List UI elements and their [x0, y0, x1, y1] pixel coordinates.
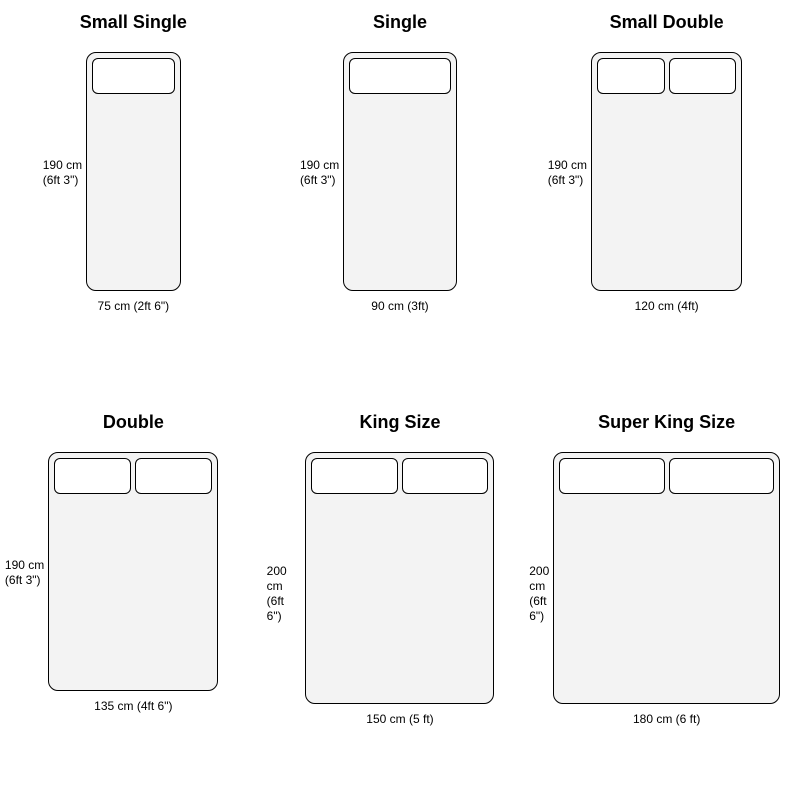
bed-title: King Size: [267, 412, 534, 433]
bed-title: Double: [0, 412, 267, 433]
pillow: [54, 458, 131, 494]
length-label: 200 cm(6ft 6"): [529, 564, 549, 624]
bed-cell-king-size: King Size 200 cm(6ft 6") 150 cm (5 ft): [267, 400, 534, 800]
length-label-ft: (6ft 3"): [43, 173, 82, 188]
length-label: 190 cm(6ft 3"): [43, 158, 82, 188]
pillow: [92, 58, 175, 94]
pillow: [559, 458, 664, 494]
length-label: 190 cm(6ft 3"): [300, 158, 339, 188]
pillow: [402, 458, 489, 494]
bed-cell-small-double: Small Double 190 cm(6ft 3") 120 cm (4ft): [533, 0, 800, 400]
bed-cell-double: Double 190 cm(6ft 3") 135 cm (4ft 6"): [0, 400, 267, 800]
length-label-ft: (6ft 6"): [529, 594, 549, 624]
width-label: 90 cm (3ft): [343, 299, 456, 313]
bed-title: Small Single: [0, 12, 267, 33]
width-label: 150 cm (5 ft): [305, 712, 494, 726]
bed-title: Single: [267, 12, 534, 33]
pillow: [311, 458, 398, 494]
width-label: 135 cm (4ft 6"): [48, 699, 218, 713]
width-label: 120 cm (4ft): [591, 299, 742, 313]
bed-cell-super-king-size: Super King Size200 cm(6ft 6")180 cm (6 f…: [533, 400, 800, 800]
length-label-cm: 190 cm: [300, 158, 339, 173]
length-label: 190 cm(6ft 3"): [548, 158, 587, 188]
length-label-ft: (6ft 6"): [267, 594, 302, 624]
bed-cell-single: Single 190 cm(6ft 3") 90 cm (3ft): [267, 0, 534, 400]
width-label: 75 cm (2ft 6"): [86, 299, 181, 313]
bed-title: Super King Size: [533, 412, 800, 433]
pillow: [669, 58, 737, 94]
length-label-cm: 200 cm: [529, 564, 549, 594]
pillow: [669, 458, 774, 494]
pillow: [597, 58, 665, 94]
length-label-cm: 190 cm: [43, 158, 82, 173]
pillow: [135, 458, 212, 494]
length-label-cm: 190 cm: [548, 158, 587, 173]
width-label: 180 cm (6 ft): [553, 712, 780, 726]
bed-size-grid: Small Single190 cm(6ft 3")75 cm (2ft 6")…: [0, 0, 800, 800]
length-label-ft: (6ft 3"): [300, 173, 339, 188]
length-label-cm: 190 cm: [5, 558, 44, 573]
length-label-ft: (6ft 3"): [5, 573, 44, 588]
pillow: [349, 58, 450, 94]
length-label-cm: 200 cm: [267, 564, 302, 594]
length-label: 190 cm(6ft 3"): [5, 558, 44, 588]
length-label: 200 cm(6ft 6"): [267, 564, 302, 624]
bed-title: Small Double: [533, 12, 800, 33]
bed-cell-small-single: Small Single 190 cm(6ft 3") 75 cm (2ft 6"): [0, 0, 267, 400]
length-label-ft: (6ft 3"): [548, 173, 587, 188]
